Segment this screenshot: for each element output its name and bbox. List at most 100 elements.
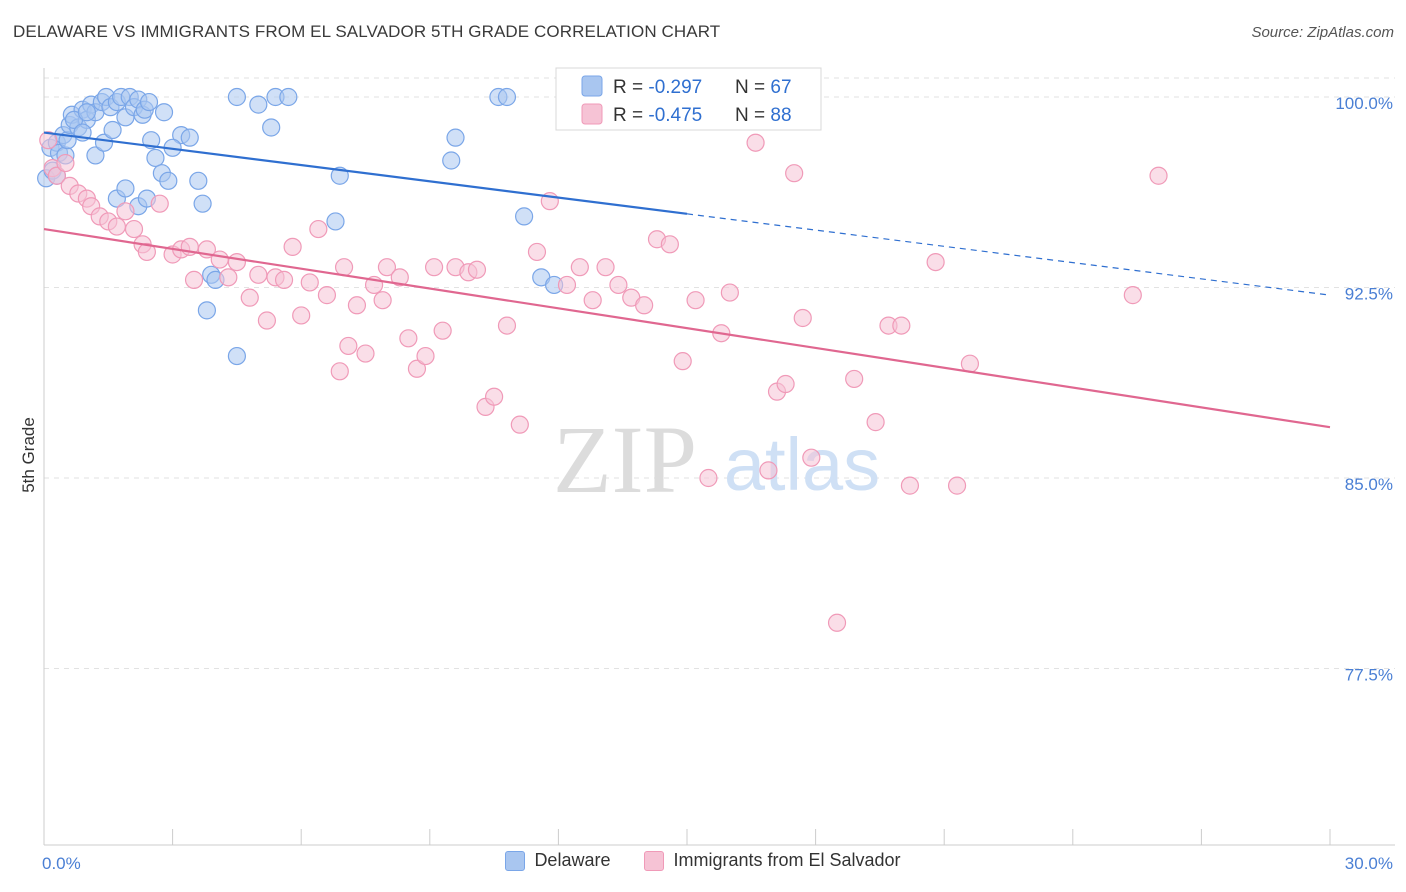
el-salvador-point[interactable]: [485, 387, 504, 406]
delaware-point[interactable]: [116, 179, 135, 198]
el-salvador-point[interactable]: [583, 291, 602, 310]
el-salvador-point[interactable]: [424, 258, 444, 277]
el-salvador-point[interactable]: [283, 237, 302, 256]
el-salvador-point[interactable]: [334, 258, 354, 277]
el-salvador-point[interactable]: [47, 166, 66, 185]
el-salvador-point[interactable]: [467, 260, 487, 279]
el-salvador-point[interactable]: [497, 316, 517, 335]
el-salvador-point[interactable]: [347, 296, 367, 315]
el-salvador-point[interactable]: [240, 288, 259, 307]
el-salvador-point[interactable]: [309, 219, 328, 239]
el-salvador-point[interactable]: [609, 275, 628, 295]
el-salvador-point[interactable]: [274, 270, 294, 289]
delaware-point[interactable]: [262, 118, 281, 137]
el-salvador-point[interactable]: [785, 164, 804, 183]
stats-swatch: [581, 75, 603, 97]
chart-title: DELAWARE VS IMMIGRANTS FROM EL SALVADOR …: [13, 22, 721, 41]
n-value: 67: [770, 77, 791, 98]
delaware-point[interactable]: [154, 103, 174, 122]
el-salvador-point[interactable]: [673, 352, 692, 371]
el-salvador-point[interactable]: [219, 268, 238, 287]
r-label: R =: [613, 105, 648, 126]
el-salvador-point[interactable]: [390, 268, 409, 287]
delaware-point[interactable]: [86, 146, 105, 165]
delaware-point[interactable]: [139, 92, 159, 112]
el-salvador-point[interactable]: [686, 291, 705, 310]
el-salvador-point[interactable]: [356, 344, 375, 363]
delaware-point[interactable]: [103, 120, 122, 140]
el-salvador-point[interactable]: [210, 250, 229, 269]
el-salvador-point[interactable]: [39, 131, 58, 150]
el-salvador-point[interactable]: [759, 461, 778, 480]
el-salvador-point[interactable]: [1149, 166, 1168, 185]
delaware-point[interactable]: [77, 103, 96, 122]
delaware-point[interactable]: [227, 346, 246, 366]
el-salvador-point[interactable]: [317, 286, 337, 305]
el-salvador-point[interactable]: [116, 202, 135, 221]
el-salvador-point[interactable]: [900, 476, 920, 495]
delaware-point[interactable]: [180, 128, 199, 147]
legend-item-el-salvador[interactable]: Immigrants from El Salvador: [644, 850, 901, 871]
delaware-point[interactable]: [515, 207, 534, 226]
y-axis-label-group: 5th Grade: [19, 417, 38, 493]
delaware-point[interactable]: [497, 87, 517, 107]
delaware-point[interactable]: [193, 194, 212, 213]
r-label: R =: [613, 77, 648, 98]
el-salvador-point[interactable]: [557, 275, 577, 295]
el-salvador-point[interactable]: [793, 308, 812, 328]
el-salvador-point[interactable]: [926, 253, 945, 272]
el-salvador-point[interactable]: [407, 359, 427, 378]
el-salvador-point[interactable]: [433, 321, 452, 340]
el-salvador-point[interactable]: [635, 296, 654, 315]
el-salvador-point[interactable]: [330, 362, 349, 381]
el-salvador-point[interactable]: [892, 316, 911, 335]
el-salvador-point[interactable]: [184, 270, 204, 289]
el-salvador-point[interactable]: [510, 415, 529, 434]
el-salvador-point[interactable]: [377, 258, 397, 277]
delaware-point[interactable]: [279, 87, 298, 107]
delaware-point[interactable]: [446, 128, 465, 147]
el-salvador-point[interactable]: [227, 253, 246, 272]
el-salvador-point[interactable]: [1123, 286, 1142, 305]
el-salvador-point[interactable]: [373, 291, 392, 310]
delaware-point[interactable]: [146, 148, 165, 168]
el-salvador-point[interactable]: [107, 217, 126, 236]
delaware-point[interactable]: [326, 212, 345, 231]
n-label: N =: [735, 105, 770, 126]
el-salvador-point[interactable]: [292, 306, 311, 325]
el-salvador-point[interactable]: [124, 219, 144, 239]
el-salvador-point[interactable]: [802, 448, 821, 467]
el-salvador-point[interactable]: [137, 242, 156, 262]
el-salvador-point[interactable]: [660, 235, 679, 254]
el-salvador-point[interactable]: [596, 258, 615, 277]
el-salvador-point[interactable]: [746, 133, 765, 152]
el-salvador-point[interactable]: [960, 354, 980, 373]
el-salvador-point[interactable]: [947, 476, 967, 495]
el-salvador-point[interactable]: [56, 153, 75, 173]
el-salvador-point[interactable]: [257, 311, 277, 330]
el-salvador-point[interactable]: [776, 374, 795, 394]
stats-swatch: [581, 103, 603, 125]
delaware-point[interactable]: [249, 95, 268, 114]
el-salvador-point[interactable]: [339, 336, 358, 356]
el-salvador-point[interactable]: [827, 613, 847, 632]
el-salvador-point[interactable]: [399, 329, 418, 348]
delaware-point[interactable]: [197, 301, 216, 320]
delaware-point[interactable]: [159, 171, 178, 190]
legend-item-delaware[interactable]: Delaware: [505, 850, 610, 871]
el-salvador-point[interactable]: [300, 273, 319, 292]
el-salvador-point[interactable]: [845, 369, 864, 389]
el-salvador-point[interactable]: [150, 194, 169, 213]
delaware-point[interactable]: [442, 151, 461, 170]
delaware-point[interactable]: [94, 133, 114, 152]
el-salvador-point[interactable]: [570, 258, 589, 277]
delaware-point[interactable]: [189, 171, 208, 190]
el-salvador-point[interactable]: [866, 413, 885, 432]
el-salvador-point[interactable]: [527, 242, 547, 262]
delaware-point[interactable]: [227, 87, 246, 107]
el-salvador-point[interactable]: [249, 265, 268, 284]
delaware-point[interactable]: [142, 131, 161, 150]
el-salvador-point[interactable]: [699, 468, 718, 488]
el-salvador-point[interactable]: [416, 346, 435, 366]
el-salvador-point[interactable]: [720, 283, 739, 302]
